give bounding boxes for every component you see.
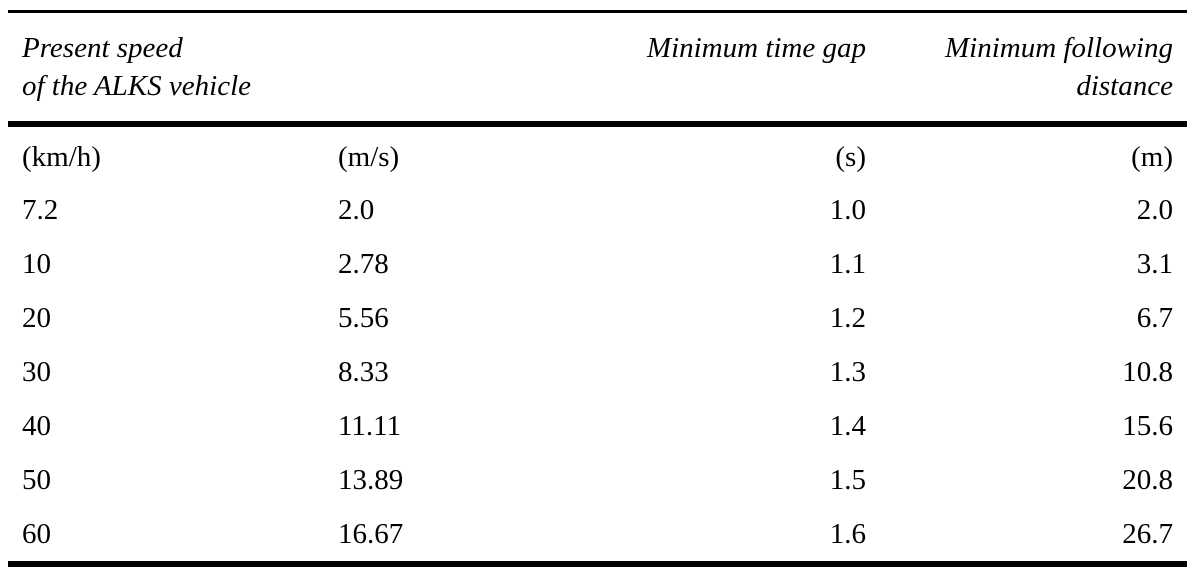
alks-following-distance-table: Present speed of the ALKS vehicle Minimu… <box>8 10 1187 567</box>
cell-distance: 26.7 <box>1122 517 1173 550</box>
table-row: 50 13.89 1.5 20.8 <box>8 453 1187 507</box>
cell-speed-ms: 11.11 <box>338 409 402 442</box>
unit-m: (m) <box>1131 140 1173 173</box>
header-time-gap: Minimum time gap <box>646 32 866 64</box>
header-row: Present speed of the ALKS vehicle Minimu… <box>8 12 1187 125</box>
cell-speed-kmh: 30 <box>22 355 51 388</box>
table-row: 20 5.56 1.2 6.7 <box>8 291 1187 345</box>
col-header-min-time-gap: Minimum time gap <box>588 12 880 125</box>
unit-kmh: (km/h) <box>22 140 101 173</box>
col-header-present-speed: Present speed of the ALKS vehicle <box>8 12 588 125</box>
header-following-line1: Minimum following <box>945 32 1173 64</box>
cell-distance: 10.8 <box>1122 355 1173 388</box>
col-header-min-following-distance: Minimum following distance <box>880 12 1187 125</box>
cell-speed-kmh: 50 <box>22 463 51 496</box>
cell-time-gap: 1.6 <box>829 517 866 550</box>
header-speed-line2: of the ALKS vehicle <box>22 70 251 102</box>
header-speed-line1: Present speed <box>22 32 183 64</box>
cell-speed-kmh: 60 <box>22 517 51 550</box>
cell-speed-ms: 13.89 <box>338 463 404 496</box>
cell-speed-ms: 2.78 <box>338 247 389 280</box>
header-following-line2: distance <box>1076 70 1173 102</box>
cell-speed-ms: 8.33 <box>338 355 389 388</box>
cell-distance: 2.0 <box>1136 193 1173 226</box>
unit-ms: (m/s) <box>338 140 400 173</box>
cell-speed-kmh: 20 <box>22 301 51 334</box>
unit-s: (s) <box>835 140 866 173</box>
cell-time-gap: 1.4 <box>829 409 866 442</box>
table-row: 7.2 2.0 1.0 2.0 <box>8 183 1187 237</box>
cell-time-gap: 1.1 <box>829 247 866 280</box>
cell-speed-ms: 16.67 <box>338 517 404 550</box>
table-row: 30 8.33 1.3 10.8 <box>8 345 1187 399</box>
cell-time-gap: 1.0 <box>829 193 866 226</box>
cell-speed-ms: 2.0 <box>338 193 375 226</box>
cell-speed-kmh: 10 <box>22 247 51 280</box>
cell-distance: 6.7 <box>1136 301 1173 334</box>
table-row: 60 16.67 1.6 26.7 <box>8 507 1187 564</box>
cell-distance: 15.6 <box>1122 409 1173 442</box>
cell-distance: 3.1 <box>1136 247 1173 280</box>
cell-speed-ms: 5.56 <box>338 301 389 334</box>
cell-distance: 20.8 <box>1122 463 1173 496</box>
table-row: 40 11.11 1.4 15.6 <box>8 399 1187 453</box>
cell-speed-kmh: 40 <box>22 409 51 442</box>
cell-time-gap: 1.2 <box>829 301 866 334</box>
table-row: 10 2.78 1.1 3.1 <box>8 237 1187 291</box>
units-row: (km/h) (m/s) (s) (m) <box>8 124 1187 183</box>
cell-time-gap: 1.5 <box>829 463 866 496</box>
cell-time-gap: 1.3 <box>829 355 866 388</box>
cell-speed-kmh: 7.2 <box>22 193 59 226</box>
